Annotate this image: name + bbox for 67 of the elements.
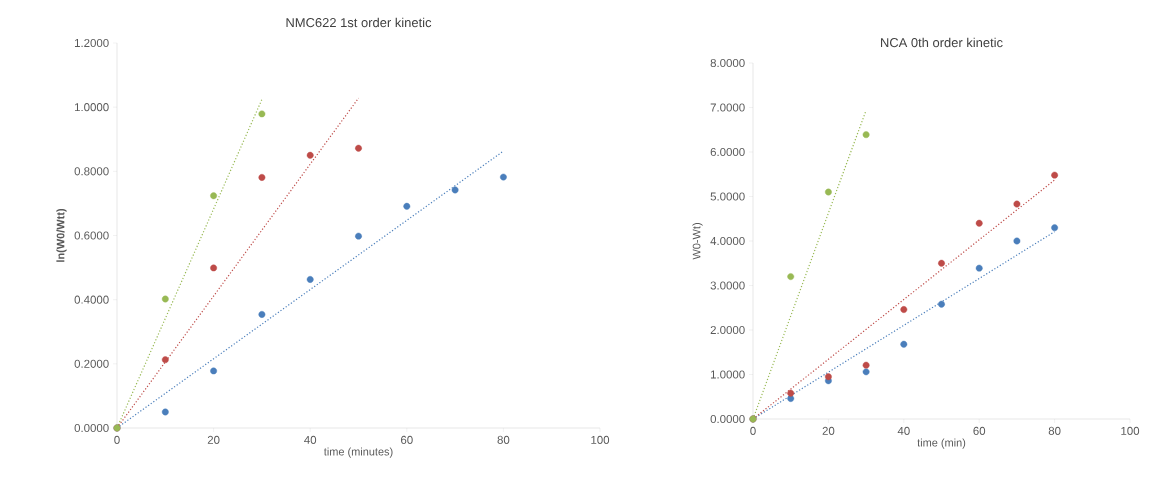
x-tick-label: 80	[497, 435, 510, 444]
y-tick-label: 1.0000	[74, 103, 109, 112]
point	[210, 264, 217, 272]
x-tick-label: 0	[750, 426, 756, 435]
y-tick-label: 0.6000	[74, 231, 109, 240]
point	[975, 219, 983, 227]
point	[306, 151, 314, 159]
point	[161, 356, 169, 364]
x-tick-label: 100	[591, 435, 610, 444]
y-tick-label: 0.4000	[74, 295, 109, 304]
y-axis-title: ln(W0/Wtt)	[56, 208, 67, 262]
point	[258, 110, 266, 118]
point	[862, 361, 870, 369]
point	[1051, 171, 1059, 179]
point	[306, 276, 314, 283]
point	[825, 373, 832, 381]
y-tick-label: 0.2000	[74, 359, 109, 368]
point	[161, 408, 169, 416]
point	[900, 306, 908, 313]
point	[862, 131, 870, 139]
point	[451, 186, 459, 194]
chart-title: NMC622 1st order kinetic	[286, 17, 432, 28]
x-axis-title: time (min)	[917, 438, 966, 449]
point	[787, 389, 795, 397]
point	[210, 367, 217, 375]
y-tick-label: 1.2000	[74, 38, 109, 48]
x-tick-label: 0	[114, 435, 120, 444]
point	[500, 173, 507, 181]
chart-title: NCA 0th order kinetic	[881, 37, 1003, 48]
point	[1013, 237, 1021, 245]
x-tick-label: 20	[822, 426, 835, 435]
y-tick-label: 0.8000	[74, 167, 109, 176]
point	[1013, 200, 1021, 208]
point	[938, 300, 945, 308]
point	[862, 368, 870, 376]
point	[403, 202, 411, 210]
point	[825, 188, 832, 196]
y-tick-label: 3.0000	[710, 281, 745, 290]
y-tick-label: 7.0000	[710, 103, 745, 112]
x-tick-label: 20	[207, 435, 220, 444]
point	[258, 174, 266, 181]
x-tick-label: 40	[897, 426, 910, 435]
point	[787, 273, 795, 280]
y-tick-label: 6.0000	[710, 147, 745, 157]
y-tick-label: 1.0000	[710, 370, 745, 379]
x-tick-label: 80	[1048, 426, 1061, 435]
point	[355, 232, 362, 240]
point	[355, 144, 362, 152]
point	[161, 295, 169, 303]
x-tick-label: 60	[973, 426, 986, 435]
point	[900, 340, 908, 348]
point	[938, 259, 945, 267]
point	[258, 311, 266, 318]
x-tick-label: 40	[304, 435, 317, 444]
y-axis-title: W0-Wt)	[692, 223, 703, 260]
x-axis-title: time (minutes)	[323, 447, 393, 458]
y-tick-label: 0.0000	[74, 423, 109, 433]
x-tick-label: 100	[1121, 426, 1140, 435]
y-tick-label: 5.0000	[710, 192, 745, 201]
point	[1051, 224, 1059, 232]
point	[210, 192, 217, 200]
y-tick-label: 0.0000	[710, 414, 745, 424]
point	[975, 264, 983, 272]
y-tick-label: 4.0000	[710, 236, 745, 246]
y-tick-label: 2.0000	[710, 325, 745, 335]
y-tick-label: 8.0000	[710, 58, 745, 68]
x-tick-label: 60	[401, 435, 413, 444]
